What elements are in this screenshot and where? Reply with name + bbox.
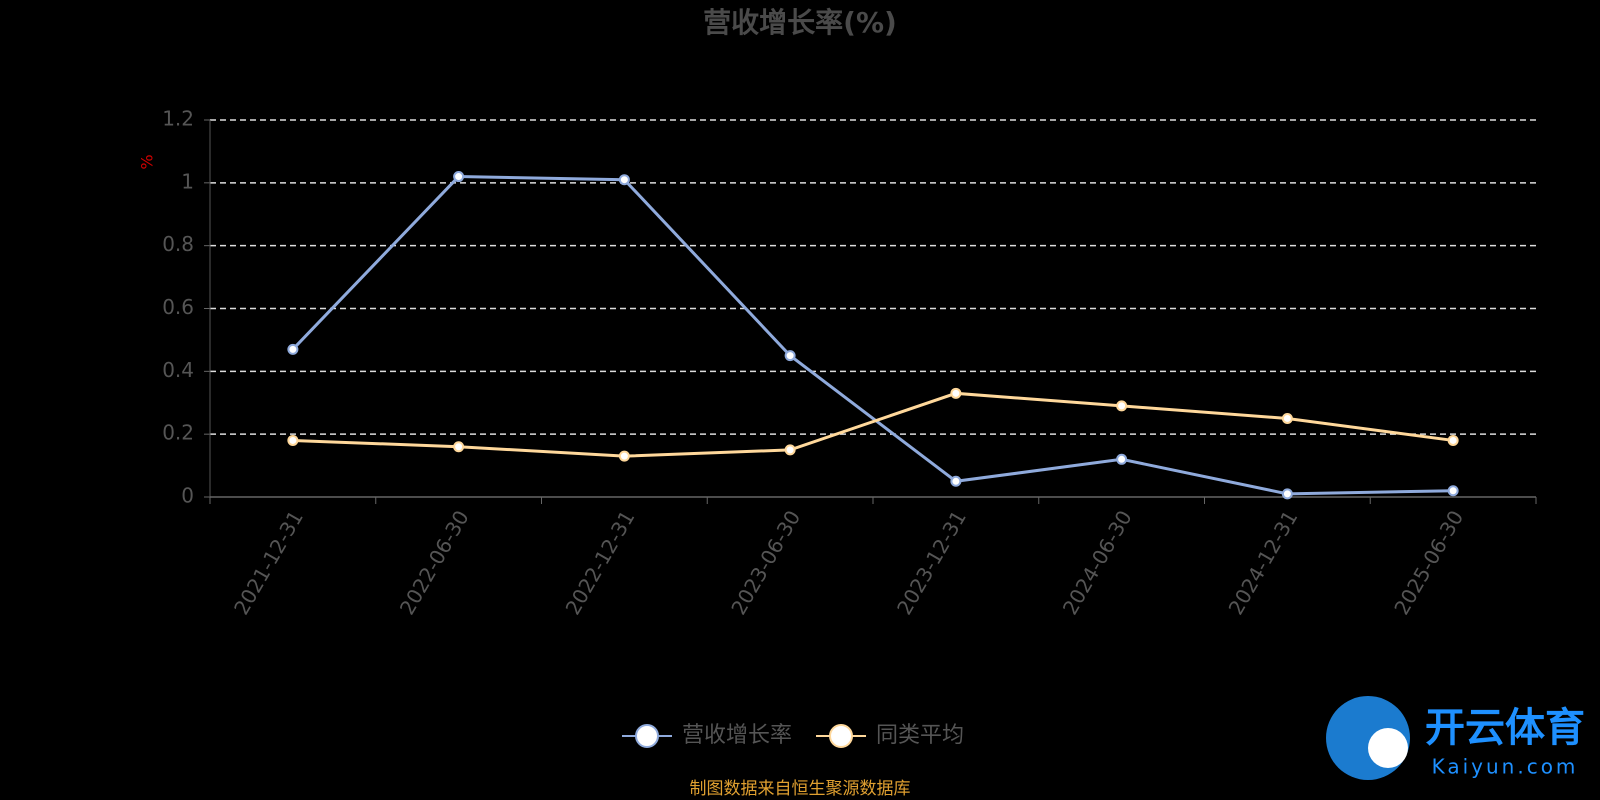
watermark-site: Kaiyun.com [1432, 755, 1579, 779]
data-point [287, 343, 299, 355]
x-tick-label: 2024-12-31 [1224, 506, 1303, 619]
x-tick-label: 2023-06-30 [726, 506, 805, 619]
x-tick-label: 2023-12-31 [892, 506, 971, 619]
y-tick-label: 0.6 [162, 295, 194, 319]
data-point [784, 350, 796, 362]
y-axis-label: % [138, 154, 157, 169]
data-point [1116, 453, 1128, 465]
watermark: 开云体育 Kaiyun.com [1326, 696, 1585, 780]
y-tick-label: 1.2 [162, 107, 194, 131]
data-point [618, 174, 630, 186]
data-point [950, 387, 962, 399]
series-line [291, 175, 1454, 496]
data-point [1447, 485, 1459, 497]
x-tick-label: 2024-06-30 [1058, 506, 1137, 619]
watermark-brand: 开云体育 [1425, 705, 1585, 751]
watermark-ball [1368, 728, 1408, 768]
data-point [1281, 412, 1293, 424]
data-point [618, 450, 630, 462]
data-point [1447, 434, 1459, 446]
series-line [292, 391, 1454, 458]
legend-label: 同类平均 [876, 723, 964, 748]
legend-marker [635, 724, 659, 748]
x-tick-label: 2025-06-30 [1389, 506, 1468, 619]
y-tick-label: 0.2 [162, 421, 194, 445]
x-tick-label: 2022-06-30 [395, 506, 474, 619]
y-tick-label: 0.8 [162, 232, 194, 256]
data-point [784, 444, 796, 456]
data-point [1281, 488, 1293, 500]
data-point [287, 434, 299, 446]
data-point [453, 171, 465, 183]
data-point [453, 441, 465, 453]
source-note: 制图数据来自恒生聚源数据库 [690, 779, 911, 799]
data-point [1116, 400, 1128, 412]
y-tick-label: 1 [181, 169, 194, 193]
legend-label: 营收增长率 [682, 723, 792, 748]
y-tick-label: 0.4 [162, 358, 194, 382]
y-tick-label: 0 [181, 484, 194, 508]
legend-marker [829, 724, 854, 748]
chart-title: 营收增长率(%) [703, 6, 897, 39]
x-tick-label: 2021-12-31 [229, 506, 308, 619]
data-point [950, 475, 962, 487]
x-tick-label: 2022-12-31 [561, 506, 640, 619]
